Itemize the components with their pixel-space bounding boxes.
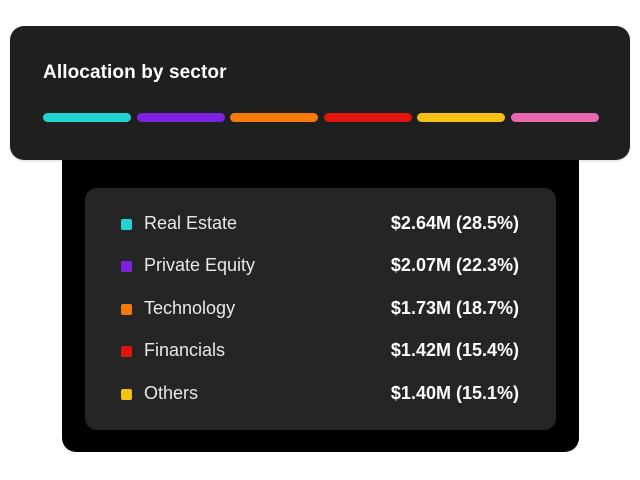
allocation-bar xyxy=(43,113,599,122)
bar-segment-extra xyxy=(511,113,599,122)
sector-label: Others xyxy=(144,383,199,403)
sector-value: $1.73M (18.7%) xyxy=(390,298,519,318)
legend-swatch xyxy=(121,389,132,400)
list-item: Others $1.40M (15.1%) xyxy=(85,379,556,409)
list-item: Financials $1.42M (15.4%) xyxy=(85,336,556,366)
list-item: Private Equity $2.07M (22.3%) xyxy=(85,251,556,281)
bar-segment-technology xyxy=(230,113,318,122)
sector-value: $2.64M (28.5%) xyxy=(390,213,519,233)
sector-value: $1.42M (15.4%) xyxy=(390,340,519,360)
sector-label: Financials xyxy=(144,340,226,360)
sector-label: Private Equity xyxy=(144,255,256,275)
sector-list: Real Estate $2.64M (28.5%) Private Equit… xyxy=(85,188,556,430)
legend-swatch xyxy=(121,304,132,315)
legend-swatch xyxy=(121,346,132,357)
sector-value: $2.07M (22.3%) xyxy=(390,255,519,275)
sector-value: $1.40M (15.1%) xyxy=(390,383,519,403)
bar-segment-financials xyxy=(324,113,412,122)
list-item: Technology $1.73M (18.7%) xyxy=(85,294,556,324)
allocation-header-card: Allocation by sector xyxy=(10,26,630,160)
bar-segment-private-equity xyxy=(137,113,225,122)
list-item: Real Estate $2.64M (28.5%) xyxy=(85,209,556,239)
sector-label: Real Estate xyxy=(144,213,238,233)
sector-label: Technology xyxy=(144,298,236,318)
legend-swatch xyxy=(121,219,132,230)
bar-segment-others xyxy=(417,113,505,122)
bar-segment-real-estate xyxy=(43,113,131,122)
legend-swatch xyxy=(121,261,132,272)
card-title: Allocation by sector xyxy=(43,62,227,83)
